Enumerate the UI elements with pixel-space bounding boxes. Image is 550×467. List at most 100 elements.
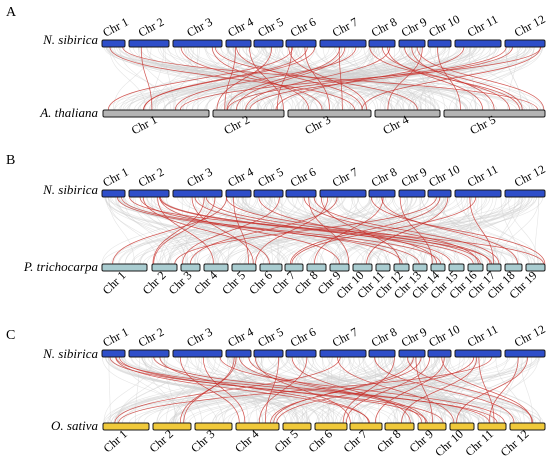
bottom-chromosome-13-b (412, 263, 428, 272)
background-link (491, 196, 522, 265)
background-link (431, 196, 507, 265)
top-chromosomes-a: Chr 1 Chr 2 Chr 3 Chr 4 Chr 5 Chr 6 Chr 7 Chr 8… (100, 12, 548, 48)
background-link (187, 356, 224, 424)
background-link (453, 196, 479, 265)
highlight-link (182, 196, 280, 265)
background-link (160, 356, 433, 424)
background-link (160, 46, 273, 111)
background-link (438, 46, 458, 111)
highlight-link (276, 356, 475, 424)
background-link (197, 196, 251, 265)
background-link (455, 46, 535, 111)
top-species-label-b: N. sibirica (42, 182, 98, 197)
background-link (107, 356, 305, 424)
top-chromosome-label-7-b: Chr 7 (330, 165, 360, 190)
top-chromosome-9-a (398, 39, 426, 48)
highlight-link (291, 356, 411, 424)
background-link (298, 46, 352, 111)
top-chromosome-label-8-a: Chr 8 (369, 15, 399, 40)
top-species-label-a: N. sibirica (42, 32, 98, 47)
panel-a: A N. sibirica A. thaliana Chr 1 Chr 2 Chr … (6, 5, 548, 137)
background-link (158, 356, 365, 424)
top-chromosomes-b: Chr 1 Chr 2 Chr 3 Chr 4 Chr 5 Chr 6 Chr 7 Chr 8… (100, 162, 548, 198)
background-link (156, 46, 272, 111)
highlight-link (118, 356, 492, 424)
highlight-link (404, 46, 523, 111)
bottom-chromosome-9-c (417, 422, 447, 431)
bottom-chromosomes-a: Chr 1 Chr 2 Chr 3 Chr 4 Chr 5 (102, 109, 546, 137)
highlight-link (216, 46, 273, 111)
highlight-link (245, 46, 391, 111)
bottom-chromosome-5-a (443, 109, 546, 118)
background-link (271, 46, 350, 111)
highlight-link (109, 356, 444, 424)
highlight-link (121, 196, 442, 265)
highlight-link (205, 196, 481, 265)
top-chromosome-3-c (172, 349, 223, 358)
top-chromosome-4-c (225, 349, 252, 358)
highlight-link (159, 196, 340, 265)
background-link (489, 356, 532, 424)
highlight-link (152, 196, 205, 265)
highlight-link (456, 356, 528, 424)
highlight-link (142, 196, 270, 265)
background-link (119, 196, 287, 265)
highlight-link (236, 46, 346, 111)
background-link (211, 46, 345, 111)
background-link (192, 46, 415, 111)
top-chromosome-3-b (172, 189, 223, 198)
bottom-chromosome-12-b (393, 263, 410, 272)
bottom-chromosome-14-b (430, 263, 446, 272)
background-link (150, 196, 438, 265)
bottom-chromosome-7-c (349, 422, 383, 431)
top-chromosome-label-9-a: Chr 9 (399, 15, 429, 40)
bottom-chromosome-label-3-c: Chr 3 (188, 427, 217, 455)
background-link (445, 356, 542, 424)
background-link (115, 356, 188, 424)
top-chromosome-1-a (101, 39, 126, 48)
highlight-link (255, 196, 329, 265)
top-chromosome-label-1-a: Chr 1 (100, 15, 130, 40)
panel-letter-a: A (6, 5, 17, 20)
highlight-link (411, 46, 495, 111)
bottom-chromosome-label-8-c: Chr 8 (374, 427, 403, 455)
highlight-link (275, 46, 465, 111)
bottom-chromosome-label-4-c: Chr 4 (232, 427, 261, 455)
bottom-chromosome-label-5-c: Chr 5 (272, 427, 301, 455)
top-chromosome-label-7-a: Chr 7 (330, 15, 360, 40)
background-link (146, 196, 372, 265)
bottom-chromosome-label-8-b: Chr 8 (292, 268, 321, 297)
background-link (207, 356, 331, 424)
highlight-link (303, 196, 479, 265)
background-link (183, 46, 368, 111)
background-link (124, 196, 227, 265)
highlight-link (225, 196, 491, 265)
highlight-link (211, 46, 310, 111)
background-link (361, 196, 447, 265)
background-link (184, 46, 235, 111)
bottom-chromosome-label-5-b: Chr 5 (219, 268, 248, 297)
background-link (408, 46, 446, 111)
bottom-chromosome-3-c (194, 422, 233, 431)
highlight-link (109, 46, 355, 111)
highlight-link (191, 196, 254, 265)
background-link (143, 196, 457, 265)
highlight-link (179, 356, 237, 424)
background-link (469, 46, 530, 111)
background-link (395, 46, 464, 111)
bottom-chromosome-12-c (509, 422, 546, 431)
top-chromosome-label-2-a: Chr 2 (136, 15, 166, 40)
top-chromosome-7-a (319, 39, 367, 48)
highlight-link (160, 196, 492, 265)
top-chromosome-label-8-b: Chr 8 (369, 165, 399, 190)
top-chromosome-6-a (285, 39, 317, 48)
background-link (214, 356, 409, 424)
background-link (424, 356, 461, 424)
background-link (191, 46, 300, 111)
background-link (327, 46, 370, 111)
bottom-chromosome-16-b (467, 263, 484, 272)
bottom-species-label-a: A. thaliana (39, 105, 98, 120)
background-link (174, 46, 267, 111)
top-chromosome-10-b (427, 189, 452, 198)
